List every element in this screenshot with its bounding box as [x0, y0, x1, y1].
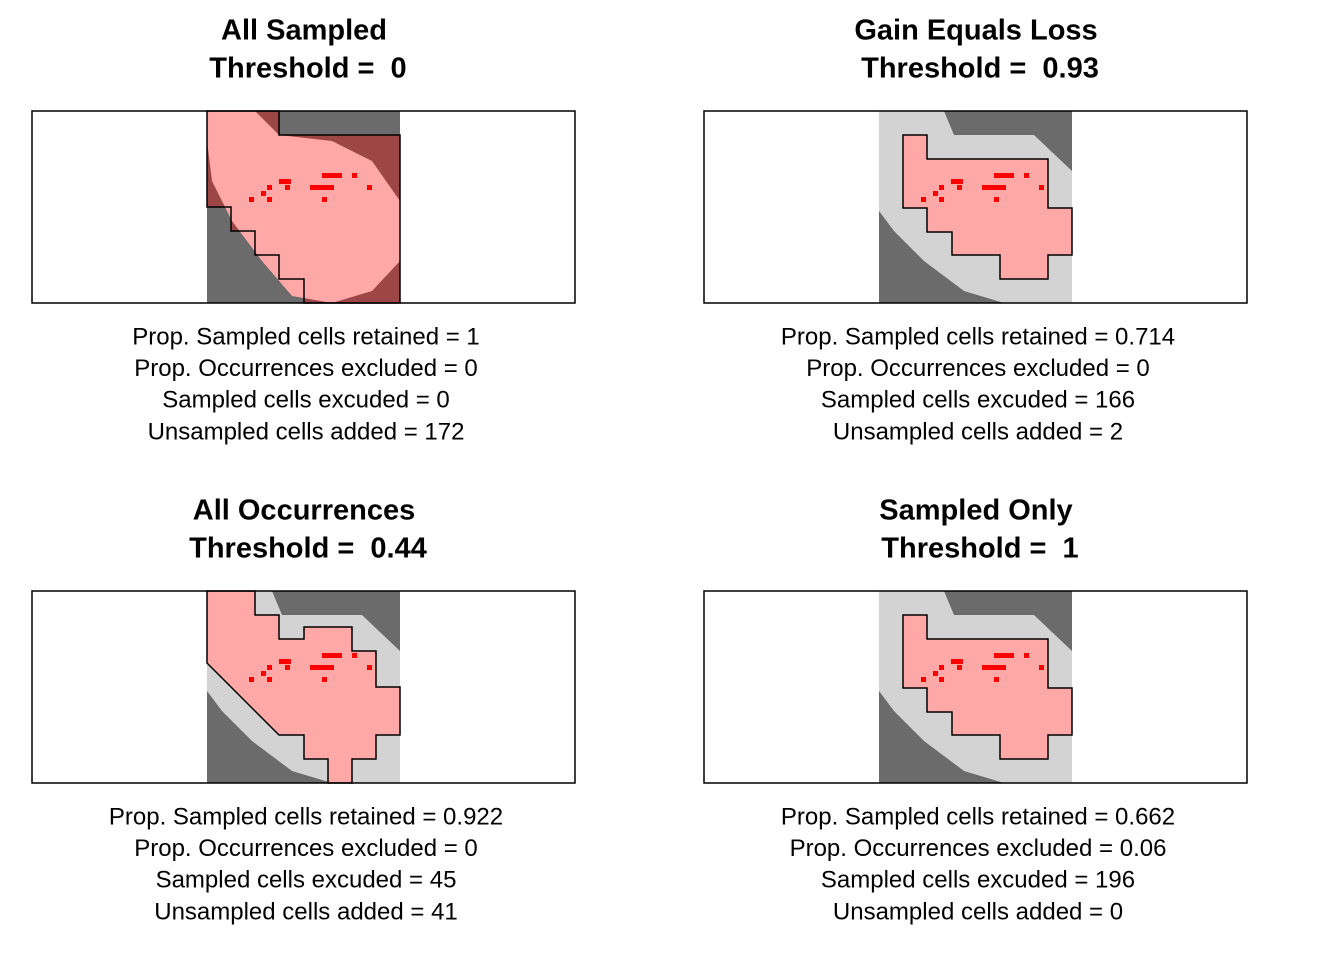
- occurrence: [261, 191, 266, 196]
- map: [31, 110, 576, 304]
- map: [703, 590, 1248, 784]
- occurrence: [933, 671, 938, 676]
- stat-line: Prop. Occurrences excluded = 0: [806, 355, 1150, 382]
- occurrence: [352, 653, 357, 658]
- panel-title: All Sampled: [221, 15, 387, 47]
- occurrence: [261, 671, 266, 676]
- occurrence: [322, 173, 342, 178]
- occurrence: [921, 197, 926, 202]
- stat-line: Prop. Occurrences excluded = 0: [134, 835, 478, 862]
- stat-line: Prop. Sampled cells retained = 0.922: [109, 803, 503, 830]
- occurrence: [322, 197, 327, 202]
- map-frame: [31, 110, 576, 304]
- panel-subtitle: Threshold = 0.93: [861, 53, 1099, 85]
- panel-subtitle: Threshold = 0.44: [189, 533, 427, 565]
- occurrence: [939, 677, 944, 682]
- panel-subtitle: Threshold = 0: [209, 53, 406, 85]
- stat-line: Unsampled cells added = 41: [154, 898, 458, 925]
- occurrence: [1039, 665, 1044, 670]
- occurrence: [249, 197, 254, 202]
- occurrence: [352, 173, 357, 178]
- panel: Gain Equals Loss Threshold = 0.93 Prop. Sa…: [703, 15, 1248, 445]
- stat-line: Unsampled cells added = 172: [148, 418, 465, 445]
- occurrence: [994, 653, 1014, 658]
- occurrence: [994, 197, 999, 202]
- occurrence: [267, 665, 272, 670]
- stat-line: Prop. Sampled cells retained = 0.662: [781, 803, 1175, 830]
- sampled-outline: [902, 134, 1073, 280]
- suitable-area: [903, 615, 1072, 759]
- occurrence: [951, 659, 963, 664]
- panel-title: Sampled Only: [879, 495, 1072, 527]
- occurrence: [1039, 185, 1044, 190]
- panel-title: All Occurrences: [193, 495, 415, 527]
- occurrence: [285, 185, 290, 190]
- occurrence: [982, 185, 1006, 190]
- stat-line: Sampled cells excuded = 196: [821, 867, 1135, 894]
- stat-line: Unsampled cells added = 0: [833, 898, 1123, 925]
- stat-line: Sampled cells excuded = 0: [162, 387, 450, 414]
- occurrence: [957, 665, 962, 670]
- stat-line: Sampled cells excuded = 166: [821, 387, 1135, 414]
- occurrence: [310, 665, 334, 670]
- map-frame: [703, 590, 1248, 784]
- occurrence: [285, 665, 290, 670]
- panel-title: Gain Equals Loss: [854, 15, 1097, 47]
- occurrence: [921, 677, 926, 682]
- occurrence: [279, 659, 291, 664]
- map-frame: [31, 590, 576, 784]
- occurrence: [951, 179, 963, 184]
- map: [31, 590, 576, 784]
- occurrence: [267, 197, 272, 202]
- occurrence: [249, 677, 254, 682]
- occurrence: [1024, 173, 1029, 178]
- panel: All Sampled Threshold = 0 Prop. Sampled ce…: [31, 15, 576, 445]
- occurrence: [322, 653, 342, 658]
- occurrence: [994, 677, 999, 682]
- stat-line: Prop. Sampled cells retained = 0.714: [781, 323, 1175, 350]
- stat-line: Prop. Occurrences excluded = 0.06: [790, 835, 1167, 862]
- panel-subtitle: Threshold = 1: [881, 533, 1078, 565]
- occurrence: [939, 665, 944, 670]
- occurrence: [982, 665, 1006, 670]
- occurrence: [322, 677, 327, 682]
- panel: Sampled Only Threshold = 1 Prop. Sampled c…: [703, 495, 1248, 925]
- occurrence: [279, 179, 291, 184]
- sampled-outline: [206, 110, 401, 304]
- map: [703, 110, 1248, 304]
- occurrence: [939, 197, 944, 202]
- stat-line: Unsampled cells added = 2: [833, 418, 1123, 445]
- occurrence: [367, 665, 372, 670]
- stat-line: Prop. Occurrences excluded = 0: [134, 355, 478, 382]
- occurrence: [267, 677, 272, 682]
- map-frame: [703, 110, 1248, 304]
- stat-line: Prop. Sampled cells retained = 1: [132, 323, 480, 350]
- suitable-area: [903, 135, 1072, 279]
- sampled-outline: [902, 614, 1073, 760]
- occurrence: [933, 191, 938, 196]
- suitable-area: [207, 111, 400, 303]
- occurrence: [367, 185, 372, 190]
- occurrence: [310, 185, 334, 190]
- sampled-outline: [206, 590, 401, 784]
- occurrence: [939, 185, 944, 190]
- occurrence: [994, 173, 1014, 178]
- occurrence: [1024, 653, 1029, 658]
- occurrence: [267, 185, 272, 190]
- occurrence: [957, 185, 962, 190]
- stat-line: Sampled cells excuded = 45: [156, 867, 457, 894]
- panel: All Occurrences Threshold = 0.44 Prop. Sam…: [31, 495, 576, 925]
